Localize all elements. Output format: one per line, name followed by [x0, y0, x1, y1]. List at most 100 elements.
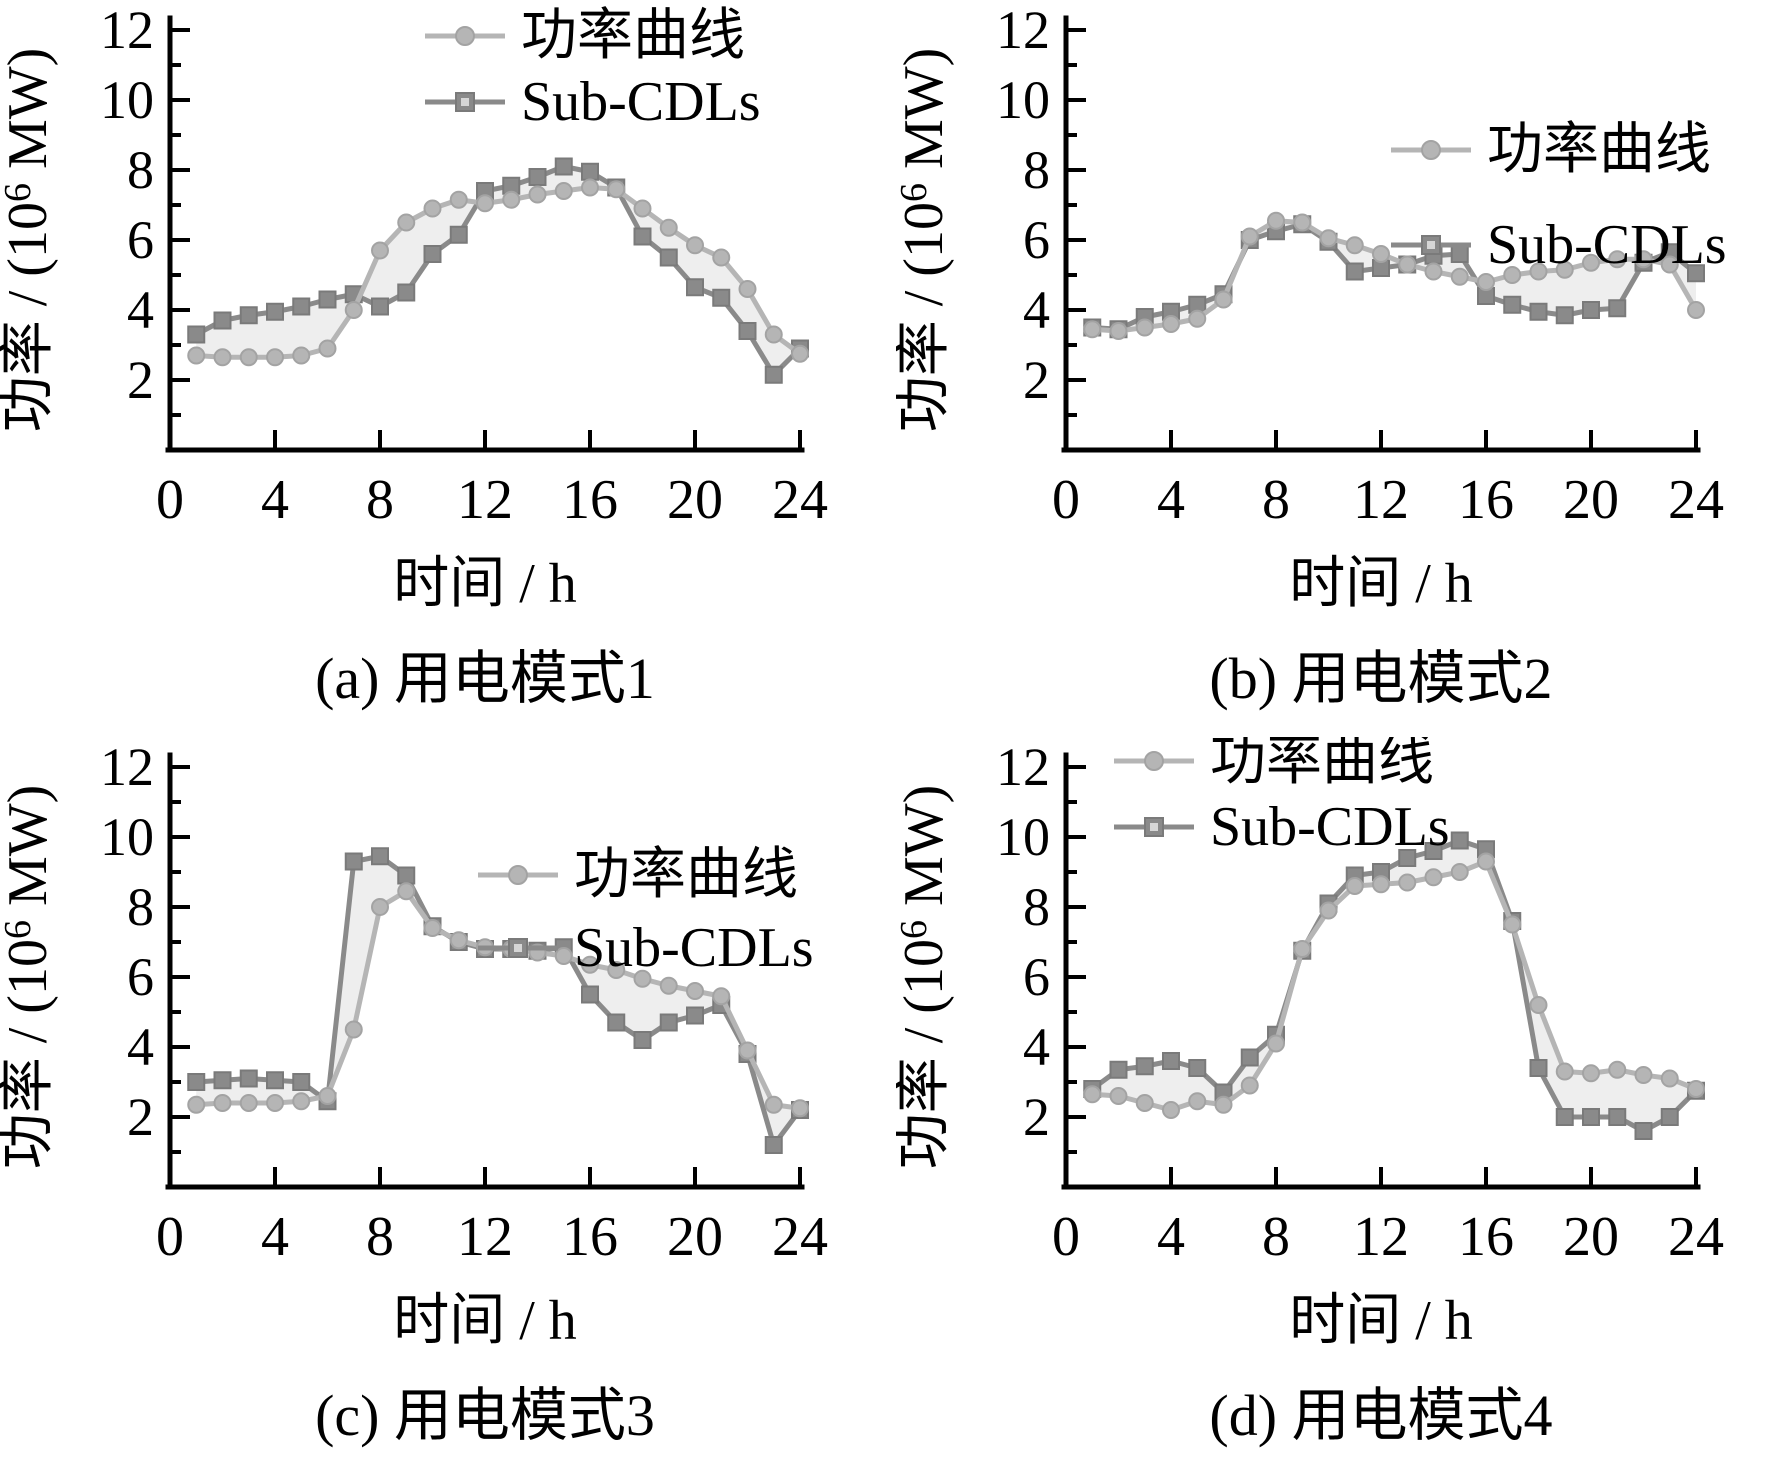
square-marker [239, 1069, 258, 1088]
circle-marker [318, 339, 337, 358]
circle-marker [554, 182, 573, 200]
circle-marker [239, 348, 258, 367]
x-tick-label: 24 [772, 1206, 828, 1268]
x-tick-label: 8 [366, 1206, 394, 1268]
y-tick-label: 6 [1023, 947, 1050, 1007]
y-tick-label: 10 [996, 70, 1050, 130]
square-marker [1582, 1108, 1600, 1126]
legend-row-power-curve: 功率曲线 [425, 5, 745, 67]
square-marker [686, 1006, 704, 1025]
x-tick-label: 24 [1668, 469, 1724, 531]
square-marker [712, 288, 731, 307]
circle-marker [1634, 250, 1653, 269]
square-marker [1345, 262, 1364, 281]
series-power-curve [1083, 211, 1705, 340]
square-marker [1529, 1059, 1548, 1077]
circle-marker [1477, 852, 1495, 871]
legend: 功率曲线 Sub-CDLs [478, 844, 814, 979]
square-marker [1424, 842, 1443, 860]
circle-marker [266, 348, 284, 367]
x-tick-label: 12 [457, 1206, 513, 1268]
circle-marker [1240, 227, 1259, 246]
x-tick-label: 16 [1458, 1206, 1514, 1268]
circle-marker [292, 346, 311, 365]
square-marker [318, 290, 337, 309]
square-marker [1608, 299, 1627, 318]
circle-marker [581, 178, 599, 197]
x-tick-label: 20 [1563, 1206, 1619, 1268]
square-marker [449, 225, 468, 244]
y-tick-label: 10 [996, 807, 1050, 867]
circle-marker [1608, 1060, 1627, 1079]
y-tick-label: 10 [100, 70, 154, 130]
chart-panel-a: 2 4 6 8 10 12 0 4 8 12 16 20 24 功率 / (106 MW) 时间 / h (a… [0, 0, 896, 737]
circle-marker [1634, 1066, 1653, 1084]
square-marker [1634, 1122, 1653, 1140]
y-axis-title: 功率 / (106 MW) [896, 48, 955, 433]
y-tick-label: 12 [996, 0, 1050, 60]
circle-marker [686, 236, 704, 255]
legend-label: Sub-CDLs [1210, 796, 1450, 858]
x-tick-label: 16 [562, 469, 618, 531]
circle-marker [187, 346, 206, 365]
x-tick-label: 0 [1052, 469, 1080, 531]
legend-square-marker-core [1427, 241, 1435, 249]
circle-marker [1345, 877, 1364, 895]
legend-label: 功率曲线 [1210, 737, 1434, 792]
series-power-curve [187, 178, 809, 367]
circle-marker [476, 194, 494, 213]
circle-marker [187, 1095, 206, 1114]
square-marker [1582, 301, 1600, 319]
legend-row-power-curve: 功率曲线 [478, 844, 798, 906]
y-tick-label: 12 [100, 737, 154, 797]
x-axis-title: 时间 / h [393, 553, 577, 615]
x-tick-label: 20 [667, 1206, 723, 1268]
circle-marker [1214, 1095, 1233, 1114]
circle-marker [371, 241, 389, 260]
legend-row-sub-cdls: Sub-CDLs [1391, 214, 1727, 276]
circle-marker [1188, 1092, 1207, 1111]
x-tick-label: 8 [366, 469, 394, 531]
square-marker [764, 365, 783, 384]
legend-circle-marker [1144, 751, 1164, 771]
circle-marker [1135, 318, 1154, 337]
circle-marker [633, 199, 652, 218]
square-marker [554, 157, 573, 176]
circle-marker [213, 348, 232, 367]
square-marker [1162, 1052, 1180, 1070]
square-marker [686, 278, 704, 297]
y-tick-label: 6 [127, 210, 154, 270]
circle-marker [1267, 1034, 1285, 1053]
circle-marker [1608, 250, 1627, 269]
circle-marker [1109, 322, 1128, 340]
y-tick-label: 6 [127, 947, 154, 1007]
circle-marker [712, 248, 731, 267]
circle-marker [1398, 255, 1417, 274]
circle-marker [1660, 255, 1679, 274]
square-marker [1608, 1108, 1627, 1126]
legend-circle-marker [508, 865, 528, 885]
circle-marker [1660, 1069, 1679, 1088]
y-tick-labels: 2 4 6 8 10 12 [100, 737, 154, 1147]
circle-marker [1188, 309, 1207, 328]
square-marker [239, 306, 258, 325]
x-tick-label: 24 [1668, 1206, 1724, 1268]
x-axis-title: 时间 / h [393, 1290, 577, 1352]
y-tick-labels: 2 4 6 8 10 12 [996, 0, 1050, 410]
x-tick-label: 4 [1157, 469, 1185, 531]
circle-marker [502, 190, 521, 209]
circle-marker [344, 1020, 363, 1039]
circle-marker [1372, 875, 1390, 894]
legend-label: Sub-CDLs [1487, 214, 1727, 276]
square-marker [581, 985, 599, 1004]
legend-label: 功率曲线 [574, 844, 798, 906]
x-tick-label: 0 [156, 1206, 184, 1268]
legend-circle-marker [455, 26, 475, 46]
square-marker [266, 1071, 284, 1090]
circle-marker [607, 180, 626, 199]
circle-marker [1687, 1080, 1705, 1098]
y-tick-label: 8 [1023, 140, 1050, 200]
legend: 功率曲线 Sub-CDLs [1391, 119, 1727, 276]
circle-marker [1319, 901, 1338, 920]
